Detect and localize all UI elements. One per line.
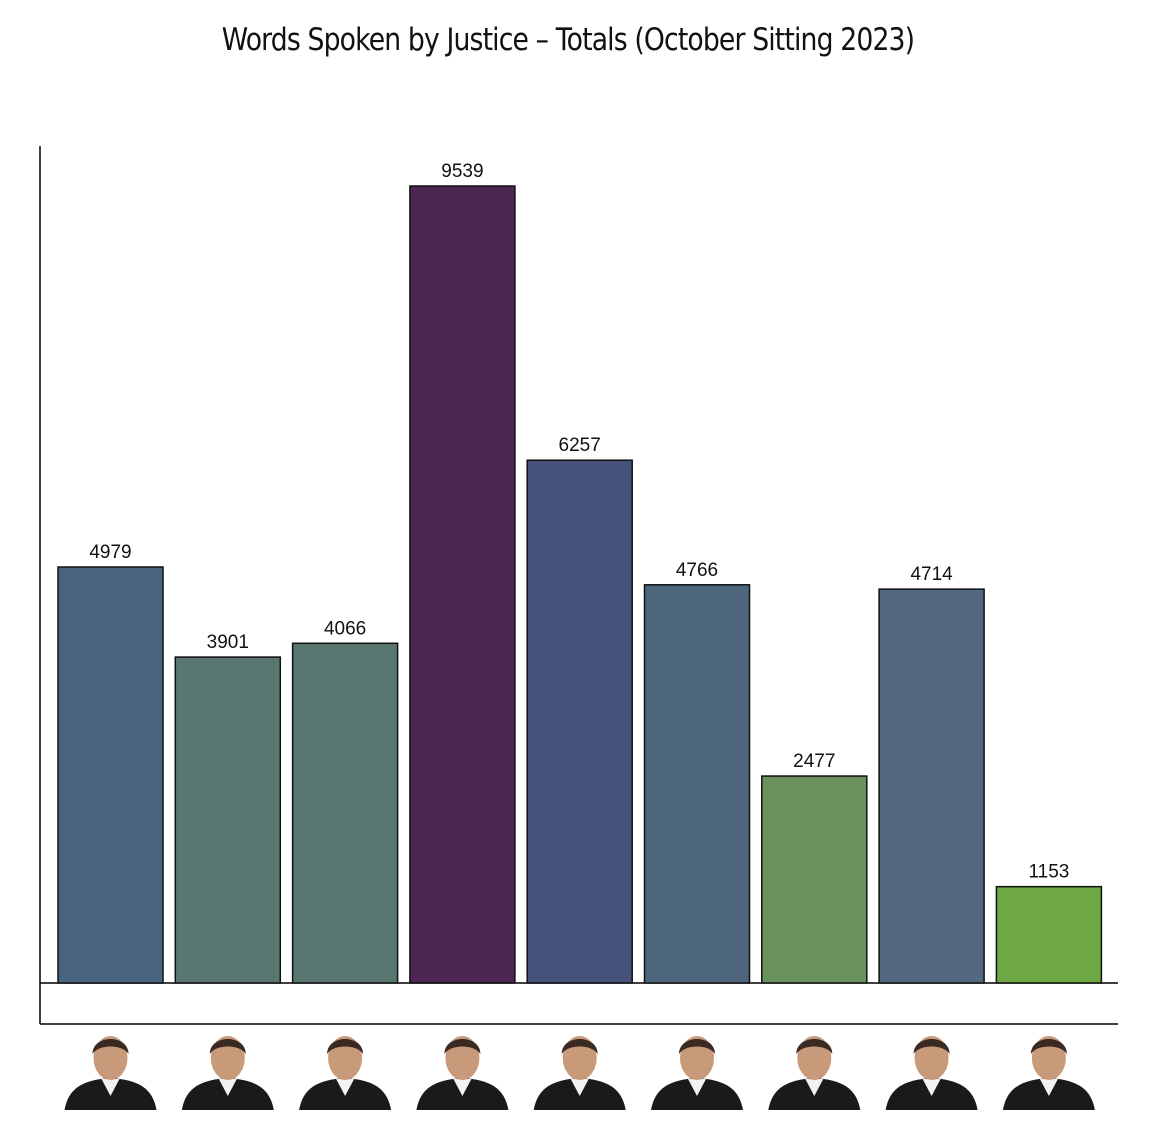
chart-data-labels: 4979 3901 4066 9539 6257 4766 2477 4714 1153 — [89, 161, 1069, 883]
bar-value-label: 2477 — [793, 751, 835, 772]
collar-shape — [218, 1079, 237, 1096]
hair-shape — [327, 1039, 364, 1054]
bar — [761, 775, 868, 984]
collar-shape — [688, 1079, 706, 1096]
collar-shape — [336, 1079, 355, 1096]
hair-shape — [209, 1039, 246, 1054]
bar-value-label: 4066 — [324, 618, 366, 639]
bar-value-label: 1153 — [1028, 862, 1069, 883]
portrait-icon — [768, 1036, 861, 1110]
portrait-icon — [64, 1036, 157, 1110]
bar — [643, 584, 751, 984]
portrait-icon — [416, 1036, 509, 1110]
bar-value-label: 6257 — [559, 435, 601, 456]
hair-shape — [444, 1039, 481, 1054]
collar-shape — [101, 1079, 120, 1096]
bar-value-label: 3901 — [207, 632, 249, 653]
chart-title: Words Spoken by Justice – Totals (Octobe… — [221, 22, 915, 58]
portrait-icon — [181, 1036, 274, 1110]
collar-shape — [922, 1079, 941, 1096]
bar — [57, 566, 164, 984]
hair-shape — [1030, 1039, 1067, 1054]
bar — [526, 459, 633, 984]
justice-portraits — [64, 1036, 1095, 1110]
hair-shape — [796, 1039, 833, 1054]
portrait-icon — [299, 1036, 392, 1110]
collar-shape — [570, 1079, 589, 1096]
bar-value-label: 4766 — [676, 560, 718, 581]
bar — [995, 885, 1103, 984]
bar — [878, 588, 985, 984]
hair-shape — [679, 1039, 715, 1054]
chart-bars — [57, 185, 1103, 984]
portrait-icon — [533, 1036, 626, 1110]
bar — [174, 656, 282, 984]
hair-shape — [913, 1039, 950, 1054]
bar-value-label: 9539 — [441, 161, 483, 182]
bar — [409, 185, 516, 984]
collar-shape — [805, 1079, 824, 1096]
bar-value-label: 4714 — [910, 564, 953, 585]
collar-shape — [453, 1079, 472, 1096]
bar — [291, 642, 399, 984]
portrait-icon — [885, 1036, 978, 1110]
collar-shape — [1039, 1079, 1058, 1096]
hair-shape — [92, 1039, 129, 1054]
portrait-icon — [1002, 1036, 1095, 1110]
hair-shape — [561, 1039, 598, 1054]
portrait-icon — [651, 1036, 743, 1110]
bar-value-label: 4979 — [89, 542, 131, 563]
